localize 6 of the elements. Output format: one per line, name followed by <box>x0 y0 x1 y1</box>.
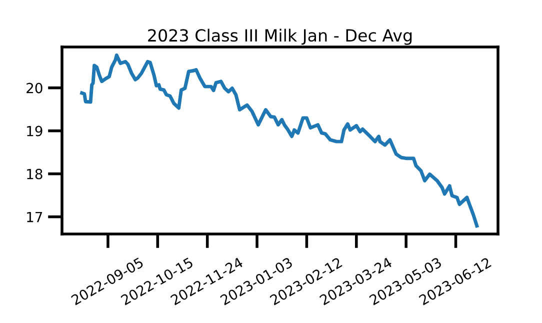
y-tick-label: 17 <box>27 212 42 222</box>
chart-title: 2023 Class III Milk Jan - Dec Avg <box>148 28 412 45</box>
line-series <box>80 53 479 228</box>
y-tick-label: 19 <box>27 126 42 136</box>
y-tick-label: 20 <box>26 82 42 94</box>
y-tick-label: 18 <box>27 168 42 180</box>
